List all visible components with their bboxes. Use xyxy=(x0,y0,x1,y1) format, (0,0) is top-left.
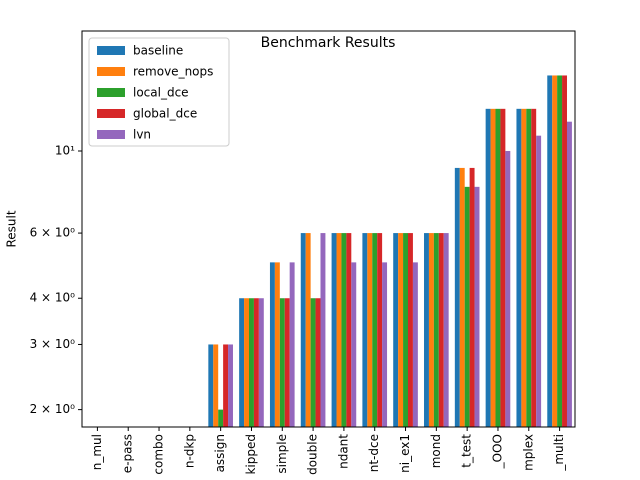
bar xyxy=(341,233,347,427)
bar xyxy=(362,233,368,427)
bar xyxy=(346,233,352,427)
x-tick-label: simple xyxy=(275,434,289,474)
bar xyxy=(557,75,563,427)
bar xyxy=(412,262,418,427)
bar xyxy=(213,344,219,427)
bar xyxy=(469,167,475,427)
legend-swatch xyxy=(97,88,125,97)
bar xyxy=(403,233,408,427)
x-tick-label: _multi xyxy=(552,434,566,472)
legend-label: baseline xyxy=(133,44,183,58)
bar xyxy=(372,233,378,427)
legend-swatch xyxy=(97,130,125,139)
bar xyxy=(223,344,229,427)
x-tick-label: e-pass xyxy=(121,434,135,473)
bar xyxy=(443,233,449,427)
bar xyxy=(428,233,434,427)
bar xyxy=(424,233,429,427)
x-tick-label: n_mul xyxy=(90,434,104,470)
y-tick-label: 4 × 10⁰ xyxy=(30,291,76,305)
x-tick-label: nt-dce xyxy=(367,434,381,472)
bar xyxy=(398,233,404,427)
bar xyxy=(289,262,295,427)
bar xyxy=(274,262,280,427)
legend-label: lvn xyxy=(133,128,151,142)
bar xyxy=(490,108,496,427)
bar xyxy=(208,344,214,427)
bar xyxy=(433,233,439,427)
chart-title: Benchmark Results xyxy=(261,35,396,51)
y-tick-label: 3 × 10⁰ xyxy=(30,337,76,351)
y-tick-label: 6 × 10⁰ xyxy=(30,226,76,240)
bar xyxy=(253,298,259,427)
x-tick-label: kipped xyxy=(244,434,258,475)
legend-label: local_dce xyxy=(133,86,189,100)
bar xyxy=(500,108,506,427)
bar xyxy=(218,409,224,427)
bar xyxy=(552,75,558,427)
bar xyxy=(407,233,413,427)
legend-swatch xyxy=(97,109,125,118)
y-tick-label: 2 × 10⁰ xyxy=(30,402,76,416)
bar xyxy=(310,298,316,427)
axes-frame xyxy=(81,30,576,428)
bar xyxy=(228,344,233,427)
bar xyxy=(331,233,337,427)
bar xyxy=(279,298,285,427)
x-tick-label: combo xyxy=(152,434,166,475)
legend-label: remove_nops xyxy=(133,65,213,79)
bar xyxy=(367,233,373,427)
legend-label: global_dce xyxy=(133,107,197,121)
bar xyxy=(459,167,465,427)
bar xyxy=(521,108,527,427)
bar xyxy=(536,135,542,427)
bar xyxy=(516,108,522,427)
x-tick-label: mond xyxy=(429,434,443,468)
bar xyxy=(284,298,290,427)
bar xyxy=(566,121,572,427)
bar xyxy=(249,298,254,427)
bar xyxy=(239,298,245,427)
legend-box xyxy=(88,37,230,147)
bar xyxy=(336,233,342,427)
legend-swatch xyxy=(97,46,125,55)
x-tick-label: mplex xyxy=(521,434,535,471)
bar xyxy=(300,233,306,427)
x-tick-label: ni_ex1 xyxy=(398,434,412,473)
x-tick-label: double xyxy=(306,434,320,475)
bar xyxy=(526,108,532,427)
bar xyxy=(547,75,553,427)
bar xyxy=(454,167,460,427)
bar xyxy=(562,75,567,427)
bar xyxy=(351,262,357,427)
x-tick-label: ndant xyxy=(336,434,350,469)
bar xyxy=(531,108,537,427)
bar xyxy=(269,262,275,427)
bar xyxy=(474,186,480,427)
bar xyxy=(393,233,399,427)
x-tick-label: n-dkp xyxy=(182,434,196,468)
x-tick-label: t_test xyxy=(460,434,474,468)
y-axis-label: Result xyxy=(5,210,19,247)
bar xyxy=(320,233,326,427)
bar xyxy=(505,150,511,427)
bar xyxy=(244,298,250,427)
bar xyxy=(315,298,321,427)
bar xyxy=(438,233,444,427)
bar xyxy=(382,262,388,427)
bar xyxy=(495,108,501,427)
plot-area xyxy=(208,75,572,427)
legend-swatch xyxy=(97,67,125,76)
bar xyxy=(305,233,311,427)
x-tick-label: _OOO xyxy=(490,434,504,469)
bar xyxy=(377,233,383,427)
bar xyxy=(258,298,264,427)
bar xyxy=(464,186,470,427)
x-tick-label: assign xyxy=(213,434,227,472)
bar xyxy=(485,108,491,427)
y-tick-label: 10¹ xyxy=(55,143,75,157)
